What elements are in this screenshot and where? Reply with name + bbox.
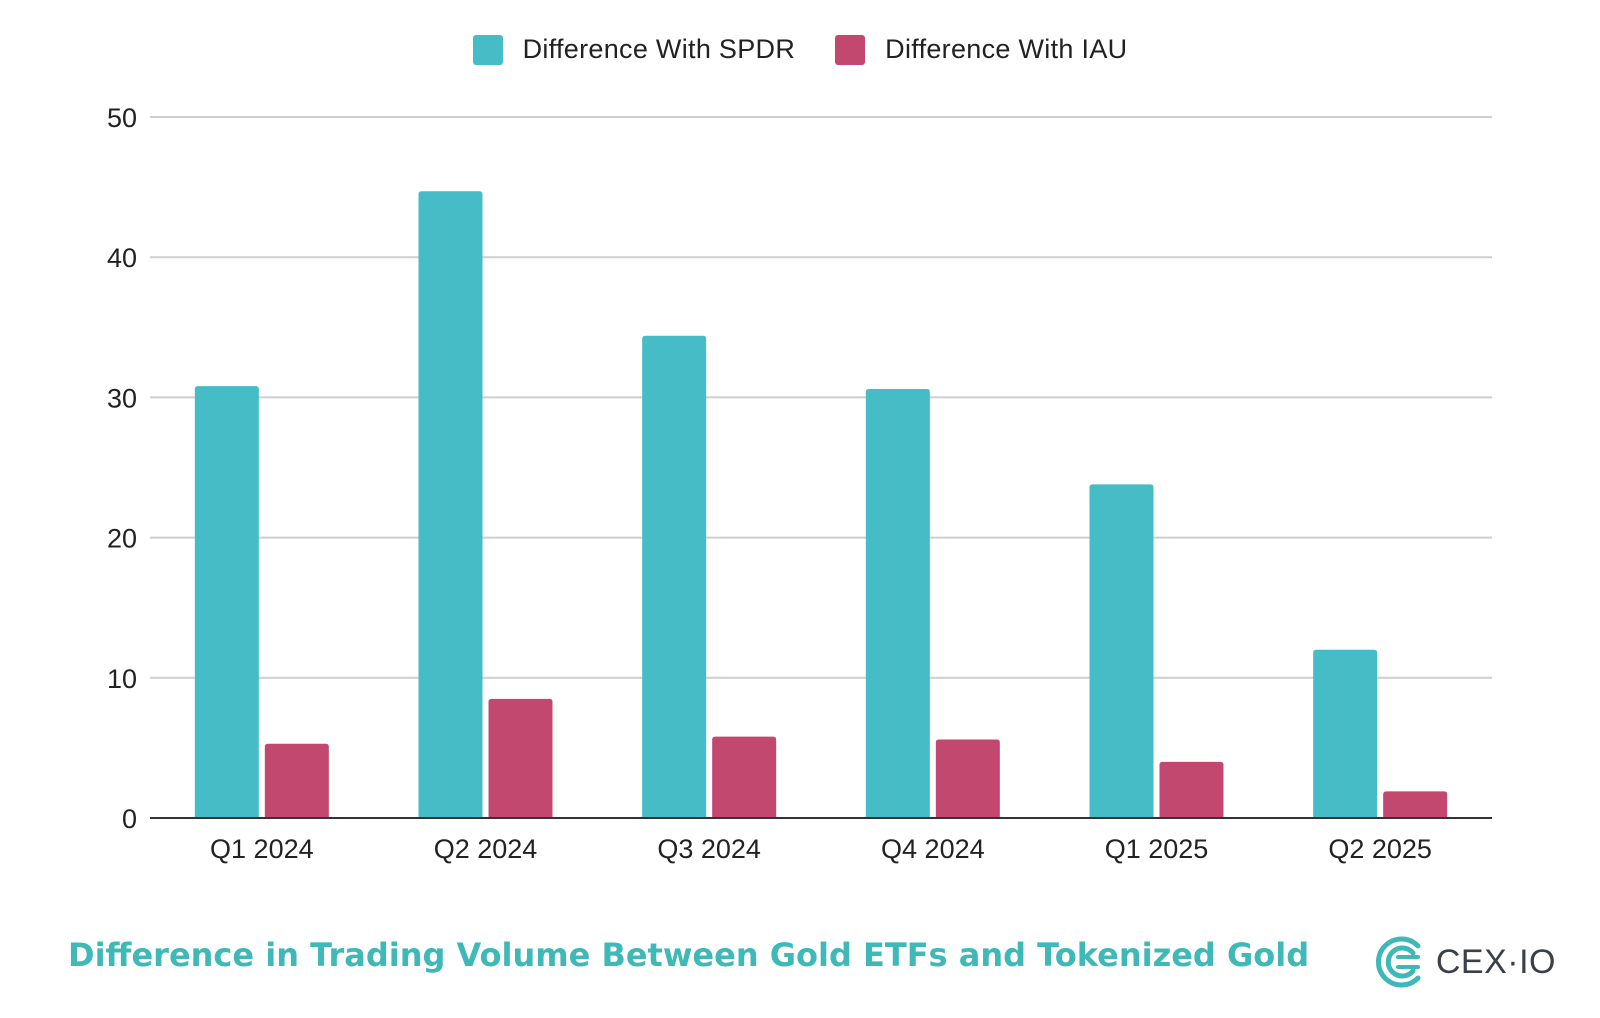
x-axis-ticks: Q1 2024 Q2 2024 Q3 2024 Q4 2024 Q1 2025 Q2 20… xyxy=(210,834,1432,864)
legend-label-iau: Difference With IAU xyxy=(885,34,1128,64)
bar-spdr-q2-2025 xyxy=(1313,649,1378,818)
y-tick-label: 40 xyxy=(107,243,137,273)
bar-spdr-q4-2024 xyxy=(865,388,930,818)
y-tick-label: 50 xyxy=(107,103,137,133)
gridlines xyxy=(150,116,1492,679)
x-tick-label: Q1 2025 xyxy=(1105,834,1209,864)
x-tick-label: Q1 2024 xyxy=(210,834,314,864)
bar-chart: 0 10 20 30 40 50 Q1 2024 Q2 2024 Q3 2024 Q4 2024… xyxy=(107,103,1492,864)
bar-spdr-q1-2025 xyxy=(1089,484,1154,818)
bar-iau-q2-2025 xyxy=(1383,791,1448,818)
legend-item-iau: Difference With IAU xyxy=(835,34,1127,65)
y-tick-label: 0 xyxy=(122,804,137,834)
x-tick-label: Q3 2024 xyxy=(657,834,761,864)
bar-iau-q1-2025 xyxy=(1159,761,1224,818)
bars xyxy=(194,191,1448,818)
bar-iau-q2-2024 xyxy=(488,698,553,818)
legend-swatch-iau xyxy=(835,34,866,65)
legend-swatch-spdr xyxy=(472,34,503,65)
legend-label-spdr: Difference With SPDR xyxy=(522,34,796,64)
bar-spdr-q1-2024 xyxy=(194,386,259,818)
bar-iau-q4-2024 xyxy=(935,739,1000,818)
legend-item-spdr: Difference With SPDR xyxy=(472,34,796,65)
x-tick-label: Q4 2024 xyxy=(881,834,985,864)
bar-spdr-q2-2024 xyxy=(418,191,483,818)
y-tick-label: 30 xyxy=(107,383,137,413)
bar-spdr-q3-2024 xyxy=(642,335,707,818)
cex-io-logo-icon xyxy=(1375,936,1421,988)
y-tick-label: 10 xyxy=(107,664,137,694)
chart-footer-title: Difference in Trading Volume Between Gol… xyxy=(68,936,1310,974)
brand-logo: CEX·IO xyxy=(1374,936,1556,988)
bar-iau-q3-2024 xyxy=(712,736,777,818)
y-tick-label: 20 xyxy=(107,524,137,554)
brand-name: CEX·IO xyxy=(1435,942,1556,981)
bar-iau-q1-2024 xyxy=(264,743,329,818)
y-axis-ticks: 0 10 20 30 40 50 xyxy=(107,103,137,834)
x-tick-label: Q2 2024 xyxy=(434,834,538,864)
chart-legend: Difference With SPDR Difference With IAU xyxy=(0,34,1600,65)
x-tick-label: Q2 2025 xyxy=(1328,834,1432,864)
